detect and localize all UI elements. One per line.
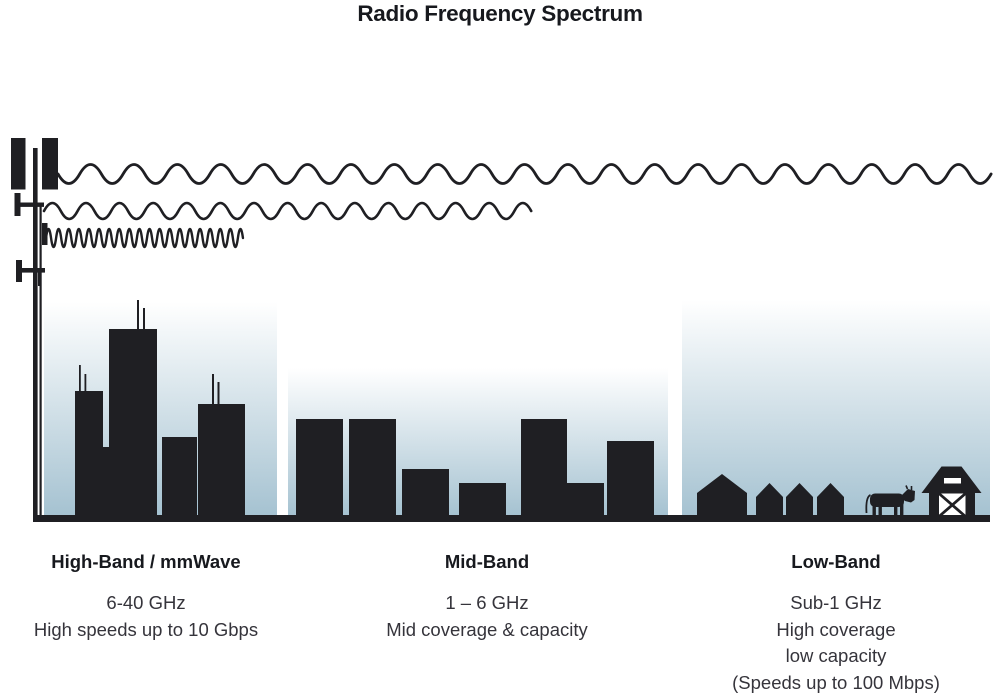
short-wavelength-wave-icon: [44, 227, 245, 249]
band-description: High coverage: [776, 618, 896, 640]
house-icon: [786, 483, 813, 517]
band-description: (Speeds up to 100 Mbps): [732, 671, 940, 693]
band-description: low capacity: [785, 645, 887, 667]
mid-band-label: Mid-Band 1 – 6 GHz Mid coverage & capaci…: [337, 551, 637, 643]
medium-wavelength-wave-icon: [42, 201, 533, 221]
band-frequency: 1 – 6 GHz: [445, 592, 529, 613]
midrise-buildings-icon: [296, 419, 654, 516]
ground-baseline: [33, 515, 990, 522]
cell-tower-icon: [11, 138, 58, 516]
band-frequency: 6-40 GHz: [106, 592, 186, 613]
house-icon: [817, 483, 844, 517]
page-title: Radio Frequency Spectrum: [357, 1, 643, 26]
cow-icon: [865, 485, 915, 517]
city-skyline-icon: [75, 300, 245, 516]
barn-icon: [921, 466, 982, 518]
house-icon: [697, 474, 747, 517]
band-description: Mid coverage & capacity: [386, 618, 588, 640]
long-wavelength-wave-icon: [56, 163, 993, 185]
band-name: High-Band / mmWave: [51, 551, 241, 572]
band-frequency: Sub-1 GHz: [790, 592, 882, 613]
house-icon: [756, 483, 783, 517]
band-name: Low-Band: [791, 551, 881, 572]
low-band-label: Low-Band Sub-1 GHz High coverage low cap…: [686, 551, 986, 696]
band-description: High speeds up to 10 Gbps: [33, 618, 259, 640]
high-band-label: High-Band / mmWave 6-40 GHz High speeds …: [0, 551, 292, 643]
rural-houses-cow-barn-icon: [697, 466, 982, 518]
band-name: Mid-Band: [444, 551, 530, 572]
